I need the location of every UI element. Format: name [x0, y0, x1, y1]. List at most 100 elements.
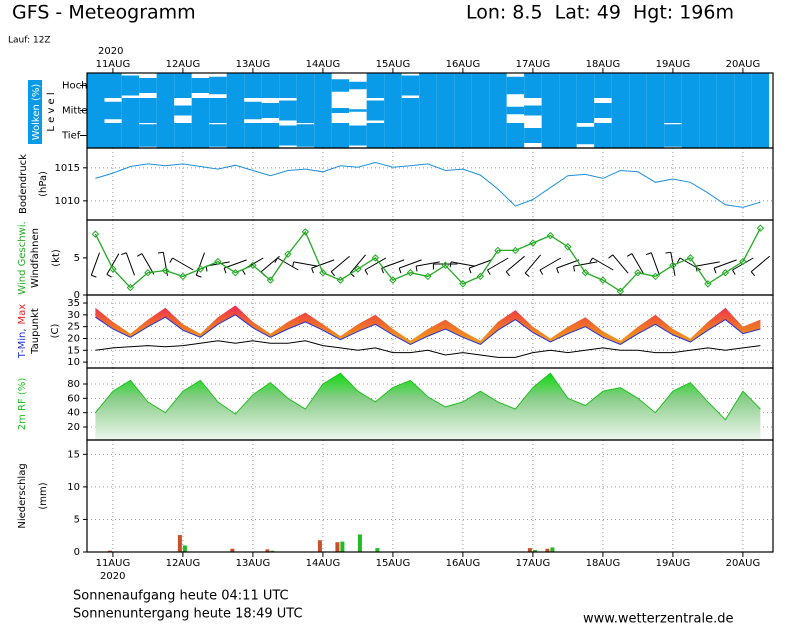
wind-barb: [277, 257, 299, 271]
pressure-line: [95, 161, 761, 208]
x-tick-label: 17AUG: [516, 558, 551, 569]
wind-barb: [141, 253, 155, 275]
wind-barb-flag: [505, 271, 511, 277]
cloud-cell: [244, 101, 262, 120]
wind-speed-marker: [336, 276, 345, 284]
cloud-cell: [156, 73, 175, 98]
y-tick-label: 0: [74, 547, 80, 558]
x-tick-label: 20AUG: [726, 558, 761, 569]
cloud-cell: [646, 123, 665, 148]
wind-barb: [364, 257, 387, 271]
humidity-line: [95, 372, 761, 421]
cloud-cell: [87, 98, 105, 123]
precip-bar: [527, 548, 532, 552]
cloud-cell: [156, 123, 175, 148]
cloud-cell: [401, 123, 420, 148]
cloud-cell: [174, 105, 192, 116]
precip-bar: [532, 550, 537, 552]
cloud-cell: [454, 73, 472, 98]
cloud-cell: [489, 98, 507, 123]
cloud-cell: [629, 123, 647, 148]
x-tick-label: 13AUG: [236, 558, 271, 569]
wind-barb-flag: [589, 257, 593, 263]
precip-bar: [545, 548, 550, 552]
axis-title: Taupunkt: [30, 308, 41, 355]
x-tick-label: 16AUG: [446, 558, 481, 569]
precip-bar: [265, 549, 270, 552]
wind-speed-marker: [546, 231, 555, 240]
wind-speed-marker: [301, 228, 310, 236]
cloud-cell: [471, 123, 490, 148]
y-tick-label: 1010: [55, 196, 80, 207]
dewpoint-line: [95, 340, 761, 358]
wind-barb-flag: [732, 269, 736, 275]
y-tick-label: 5: [74, 253, 80, 264]
cloud-cell: [454, 123, 472, 148]
wind-barb: [650, 252, 660, 276]
cloud-cell: [751, 98, 770, 123]
x-tick-label: 15AUG: [376, 558, 411, 569]
wind-barb-flag: [608, 254, 614, 259]
cloud-cell: [541, 123, 560, 148]
cloud-cell: [471, 73, 490, 98]
wind-barb-flag: [468, 267, 472, 274]
y-tick-label: 10: [67, 357, 80, 368]
cloud-cell: [629, 73, 647, 98]
cloud-cell: [261, 103, 280, 118]
axis-title: L e v e l: [46, 92, 57, 131]
cloud-cell: [279, 100, 297, 121]
cloud-cell: [664, 73, 682, 98]
cloud-cell: [331, 79, 350, 92]
cloud-cell: [209, 76, 227, 95]
sunset: Sonnenuntergang heute 18:49 UTC: [73, 607, 303, 622]
cloud-cell: [716, 98, 735, 123]
y-tick-label: 0: [74, 290, 80, 301]
x-tick-label: 13AUG: [236, 59, 271, 70]
x-tick-label: 14AUG: [306, 558, 341, 569]
plot-area: 11AUG 11AUG 12AUG 12AUG 13AUG 13AUG 14AUG 14AUG…: [55, 59, 774, 569]
x-tick-label: 16AUG: [446, 59, 481, 70]
cloud-cell: [191, 98, 210, 123]
cloud-cell: [174, 123, 192, 148]
cloud-cell: [244, 123, 262, 148]
wind-barb-flag: [292, 261, 295, 268]
cloud-cell: [279, 125, 297, 146]
cloud-cell: [576, 126, 595, 145]
cloud-cell: [699, 123, 717, 148]
cloud-cell: [699, 98, 717, 123]
y-category-label: Hoch: [62, 81, 87, 92]
wind-barb: [713, 259, 737, 269]
wind-speed-line: [94, 227, 761, 293]
wind-barb: [592, 257, 614, 271]
wind-speed-marker: [459, 280, 467, 288]
precip-bar: [230, 548, 235, 552]
wind-speed-marker: [704, 280, 712, 288]
cloud-cell: [541, 73, 560, 98]
humidity-area: [95, 373, 761, 440]
axis-title: Wolken (%): [31, 84, 42, 141]
cloud-cell: [139, 124, 157, 147]
precip-bar: [177, 535, 182, 552]
x-tick-label: 18AUG: [586, 558, 621, 569]
wind-speed-marker: [126, 283, 135, 292]
wind-speed-marker: [371, 254, 380, 262]
wind-barb: [381, 259, 405, 269]
cloud-cell: [87, 73, 105, 98]
wind-barb: [106, 253, 120, 275]
wind-barb-flag: [169, 257, 173, 263]
cloud-cell: [594, 73, 612, 98]
y-tick-label: 60: [67, 393, 80, 404]
cloud-cell: [611, 73, 630, 98]
cloud-cell: [611, 98, 630, 123]
wind-speed-marker: [319, 269, 327, 277]
wind-barb-flag: [415, 265, 418, 272]
precip-bar: [335, 542, 340, 552]
x-tick-label: 12AUG: [166, 59, 201, 70]
wind-speed-marker: [354, 265, 362, 273]
cloud-cell: [559, 98, 577, 123]
wind-barb-flag: [121, 252, 127, 256]
wind-speed-marker: [144, 269, 152, 277]
wind-barb-flag: [242, 269, 246, 275]
y-tick-label: 30: [67, 310, 80, 321]
cloud-cell: [611, 123, 630, 148]
